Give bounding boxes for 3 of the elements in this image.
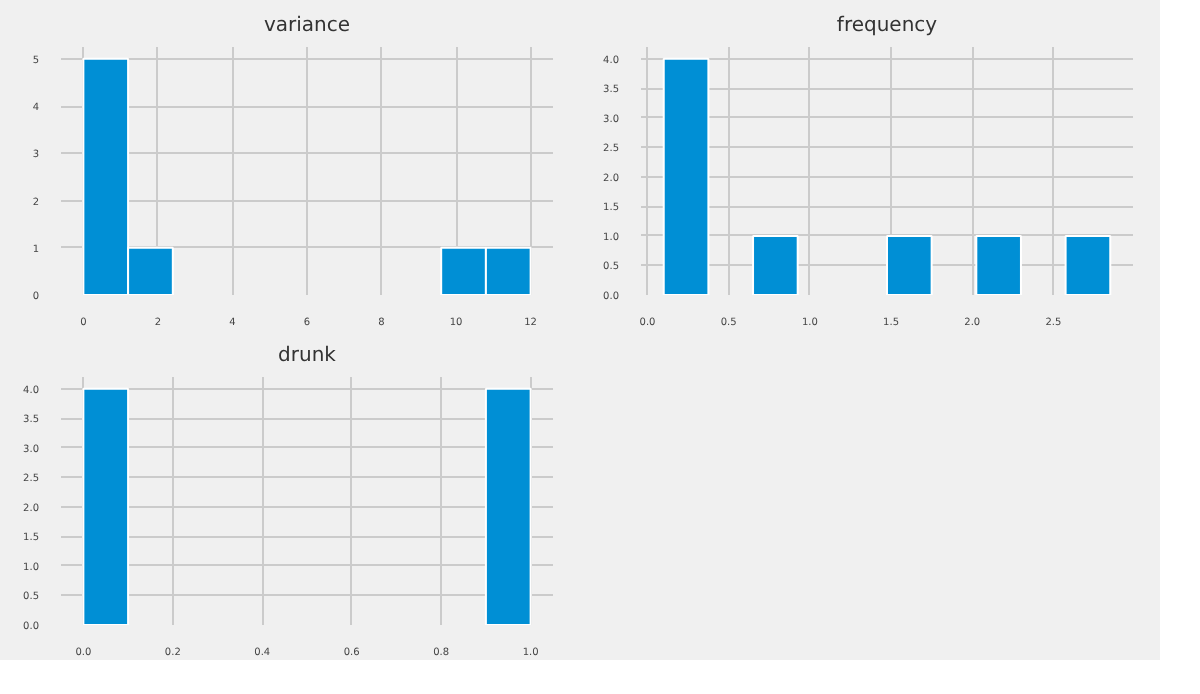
chart-title: frequency — [836, 15, 938, 37]
chart-title: variance — [263, 15, 351, 37]
chart-title: drunk — [278, 345, 337, 367]
